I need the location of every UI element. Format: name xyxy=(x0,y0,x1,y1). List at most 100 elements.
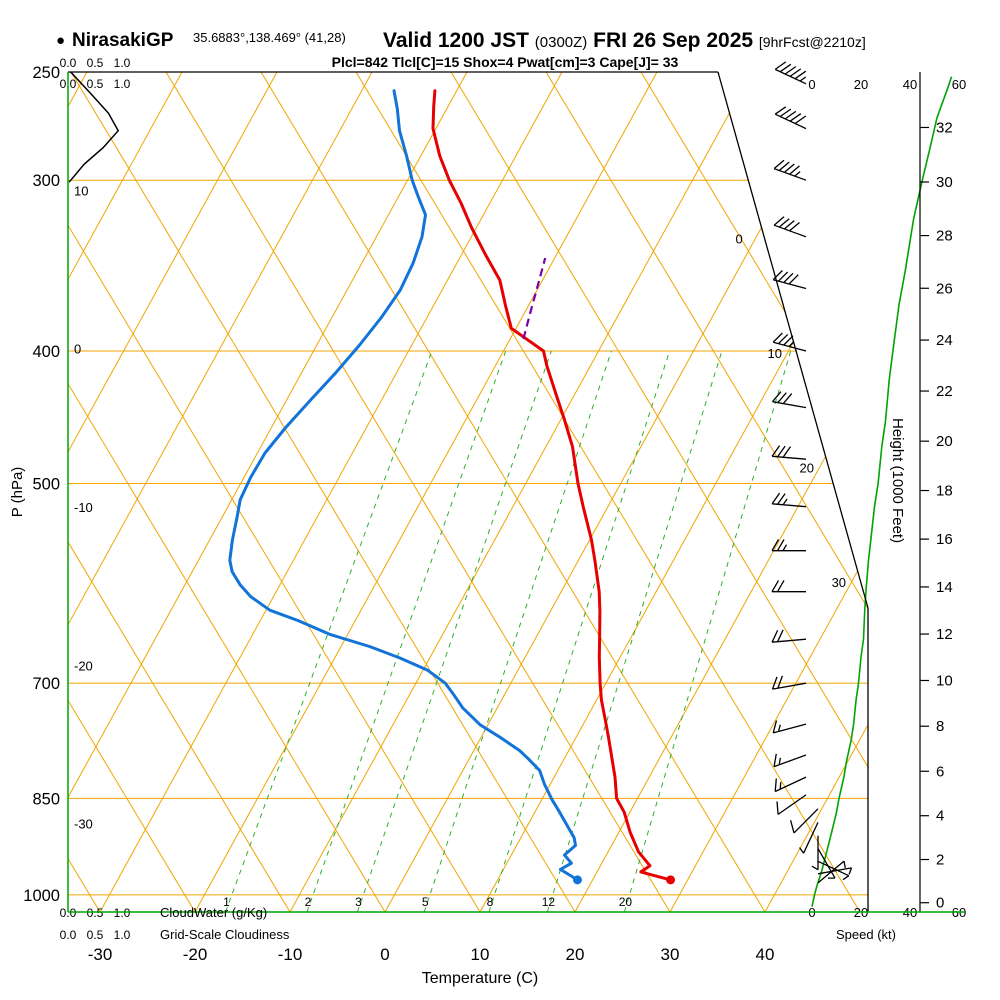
temperature-tick-label: 30 xyxy=(661,945,680,964)
pressure-tick-label: 250 xyxy=(32,64,60,82)
dry-adiabat-line xyxy=(545,72,868,912)
wind-barb xyxy=(773,159,807,181)
height-tick-label: 24 xyxy=(936,332,953,349)
height-tick-label: 26 xyxy=(936,280,953,297)
mixing-ratio-label: 12 xyxy=(542,895,556,909)
height-tick-label: 20 xyxy=(936,433,953,450)
height-tick-label: 14 xyxy=(936,579,953,596)
dry-adiabat-line xyxy=(70,72,576,912)
windspeed-curve xyxy=(811,76,953,907)
dry-adiabat-line xyxy=(640,72,868,912)
dry-adiabat-line xyxy=(450,72,868,912)
height-axis-label: Height (1000 Feet) xyxy=(889,418,906,543)
wind-barb xyxy=(817,848,836,879)
pressure-tick-label: 850 xyxy=(32,790,60,808)
temperature-tick-label: 0 xyxy=(380,945,389,964)
dewpoint-curve xyxy=(228,89,579,882)
cloudiness-axis-label: Grid-Scale Cloudiness xyxy=(160,927,290,942)
cloudiness-scale-label: 0.5 xyxy=(87,928,104,942)
temperature-tick-label: -20 xyxy=(183,945,208,964)
temperature-tick-label: 20 xyxy=(566,945,585,964)
mixing-ratio-line xyxy=(546,350,723,912)
wind-barb xyxy=(771,445,807,460)
stability-indices: Plcl=842 Tlcl[C]=15 Shox=4 Pwat[cm]=3 Ca… xyxy=(332,54,679,70)
station-name: NirasakiGP xyxy=(72,30,174,51)
pressure-axis-label: P (hPa) xyxy=(9,467,26,518)
speed-tick-label: 0 xyxy=(808,77,815,92)
adiabat-label: -30 xyxy=(74,817,93,832)
plot-diagonal-cut xyxy=(717,71,869,609)
height-tick-label: 4 xyxy=(936,808,944,825)
pressure-tick-label: 300 xyxy=(32,172,60,190)
isotherm-line xyxy=(669,72,868,912)
mixing-ratio-line xyxy=(623,350,792,912)
temperature-curve xyxy=(431,89,673,882)
temperature-tick-label: 10 xyxy=(471,945,490,964)
mixing-ratio-line xyxy=(423,350,612,912)
adiabat-label: -20 xyxy=(74,658,93,673)
cloudwater-scale-label: 0.0 xyxy=(60,906,77,920)
height-tick-label: 2 xyxy=(936,852,944,869)
wind-barb xyxy=(771,492,807,508)
height-tick-label: 6 xyxy=(936,763,944,780)
parcel-curve xyxy=(522,257,547,340)
dry-adiabat-line xyxy=(260,72,766,912)
height-tick-label: 30 xyxy=(936,174,953,191)
wind-barb xyxy=(773,216,807,238)
isotherm-label: 20 xyxy=(800,460,814,475)
mixing-ratio-label: 20 xyxy=(619,895,633,909)
wind-barb xyxy=(811,835,819,871)
cloudwater-axis-label: CloudWater (g/Kg) xyxy=(160,905,267,920)
wind-barb xyxy=(771,675,807,690)
adiabat-label: -10 xyxy=(74,500,93,515)
station-marker-icon: ● xyxy=(56,32,65,49)
mixing-ratio-line xyxy=(488,350,671,912)
valid-time-title: Valid 1200 JST (0300Z) FRI 26 Sep 2025 [… xyxy=(383,29,866,52)
speed-tick-label: 60 xyxy=(952,77,966,92)
wind-barb xyxy=(771,629,807,643)
wind-barb xyxy=(774,61,807,85)
wind-barb xyxy=(776,794,807,815)
wind-barb xyxy=(774,776,807,793)
isotherm-line xyxy=(68,72,183,912)
wind-barb xyxy=(772,720,807,734)
temperature-tick-label: -10 xyxy=(278,945,303,964)
height-tick-label: 28 xyxy=(936,228,953,245)
isotherm-line xyxy=(68,72,468,912)
height-tick-label: 10 xyxy=(936,672,953,689)
isotherm-line xyxy=(764,72,868,912)
wind-barb xyxy=(772,391,807,409)
isotherm-label: 30 xyxy=(832,575,846,590)
pressure-tick-label: 500 xyxy=(32,475,60,493)
cloudwater-scale-label: 0.0 xyxy=(60,56,77,70)
wind-barb xyxy=(774,106,807,130)
dry-adiabat-line xyxy=(68,72,291,912)
mixing-ratio-label: 2 xyxy=(305,895,312,909)
cloudwater-curve xyxy=(68,72,120,183)
isotherm-line xyxy=(194,72,658,912)
cloudwater-scale-label: 0.5 xyxy=(87,906,104,920)
cloudwater-scale-label: 0.5 xyxy=(87,56,104,70)
cloudiness-scale-label: 1.0 xyxy=(114,77,131,91)
wind-layer xyxy=(771,61,953,907)
dry-adiabat-line xyxy=(830,72,868,912)
surface-dewpoint-dot xyxy=(572,875,582,885)
wind-barb xyxy=(817,867,853,875)
height-tick-label: 32 xyxy=(936,119,953,136)
isotherm-line xyxy=(68,72,373,912)
mixing-ratio-label: 1 xyxy=(223,895,230,909)
mixing-ratio-label: 5 xyxy=(422,895,429,909)
cloudiness-scale-label: 0.0 xyxy=(60,928,77,942)
wind-barb xyxy=(771,580,806,593)
wind-barb xyxy=(817,860,850,881)
height-tick-label: 8 xyxy=(936,718,944,735)
dry-adiabat-line xyxy=(165,72,671,912)
isotherm-line xyxy=(68,72,278,912)
mixing-ratio-line xyxy=(356,350,552,912)
temperature-tick-label: -30 xyxy=(88,945,113,964)
dry-adiabat-line xyxy=(355,72,861,912)
dry-adiabat-line xyxy=(68,72,196,912)
mixing-ratio-line xyxy=(225,350,433,912)
